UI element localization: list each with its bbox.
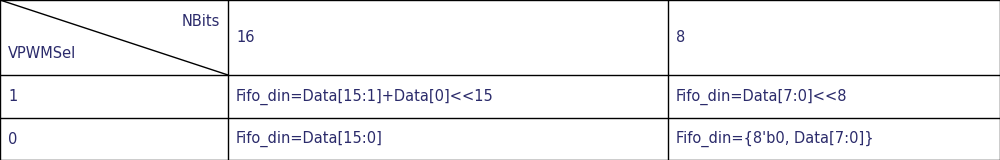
Text: 16: 16 (236, 30, 254, 45)
Text: Fifo_din=Data[7:0]<<8: Fifo_din=Data[7:0]<<8 (676, 88, 848, 105)
Text: Fifo_din={8'b0, Data[7:0]}: Fifo_din={8'b0, Data[7:0]} (676, 131, 874, 147)
Text: Fifo_din=Data[15:0]: Fifo_din=Data[15:0] (236, 131, 383, 147)
Text: 1: 1 (8, 89, 17, 104)
Text: 0: 0 (8, 132, 17, 147)
Text: NBits: NBits (182, 14, 220, 29)
Text: 8: 8 (676, 30, 685, 45)
Text: VPWMSel: VPWMSel (8, 46, 76, 61)
Text: Fifo_din=Data[15:1]+Data[0]<<15: Fifo_din=Data[15:1]+Data[0]<<15 (236, 88, 494, 105)
